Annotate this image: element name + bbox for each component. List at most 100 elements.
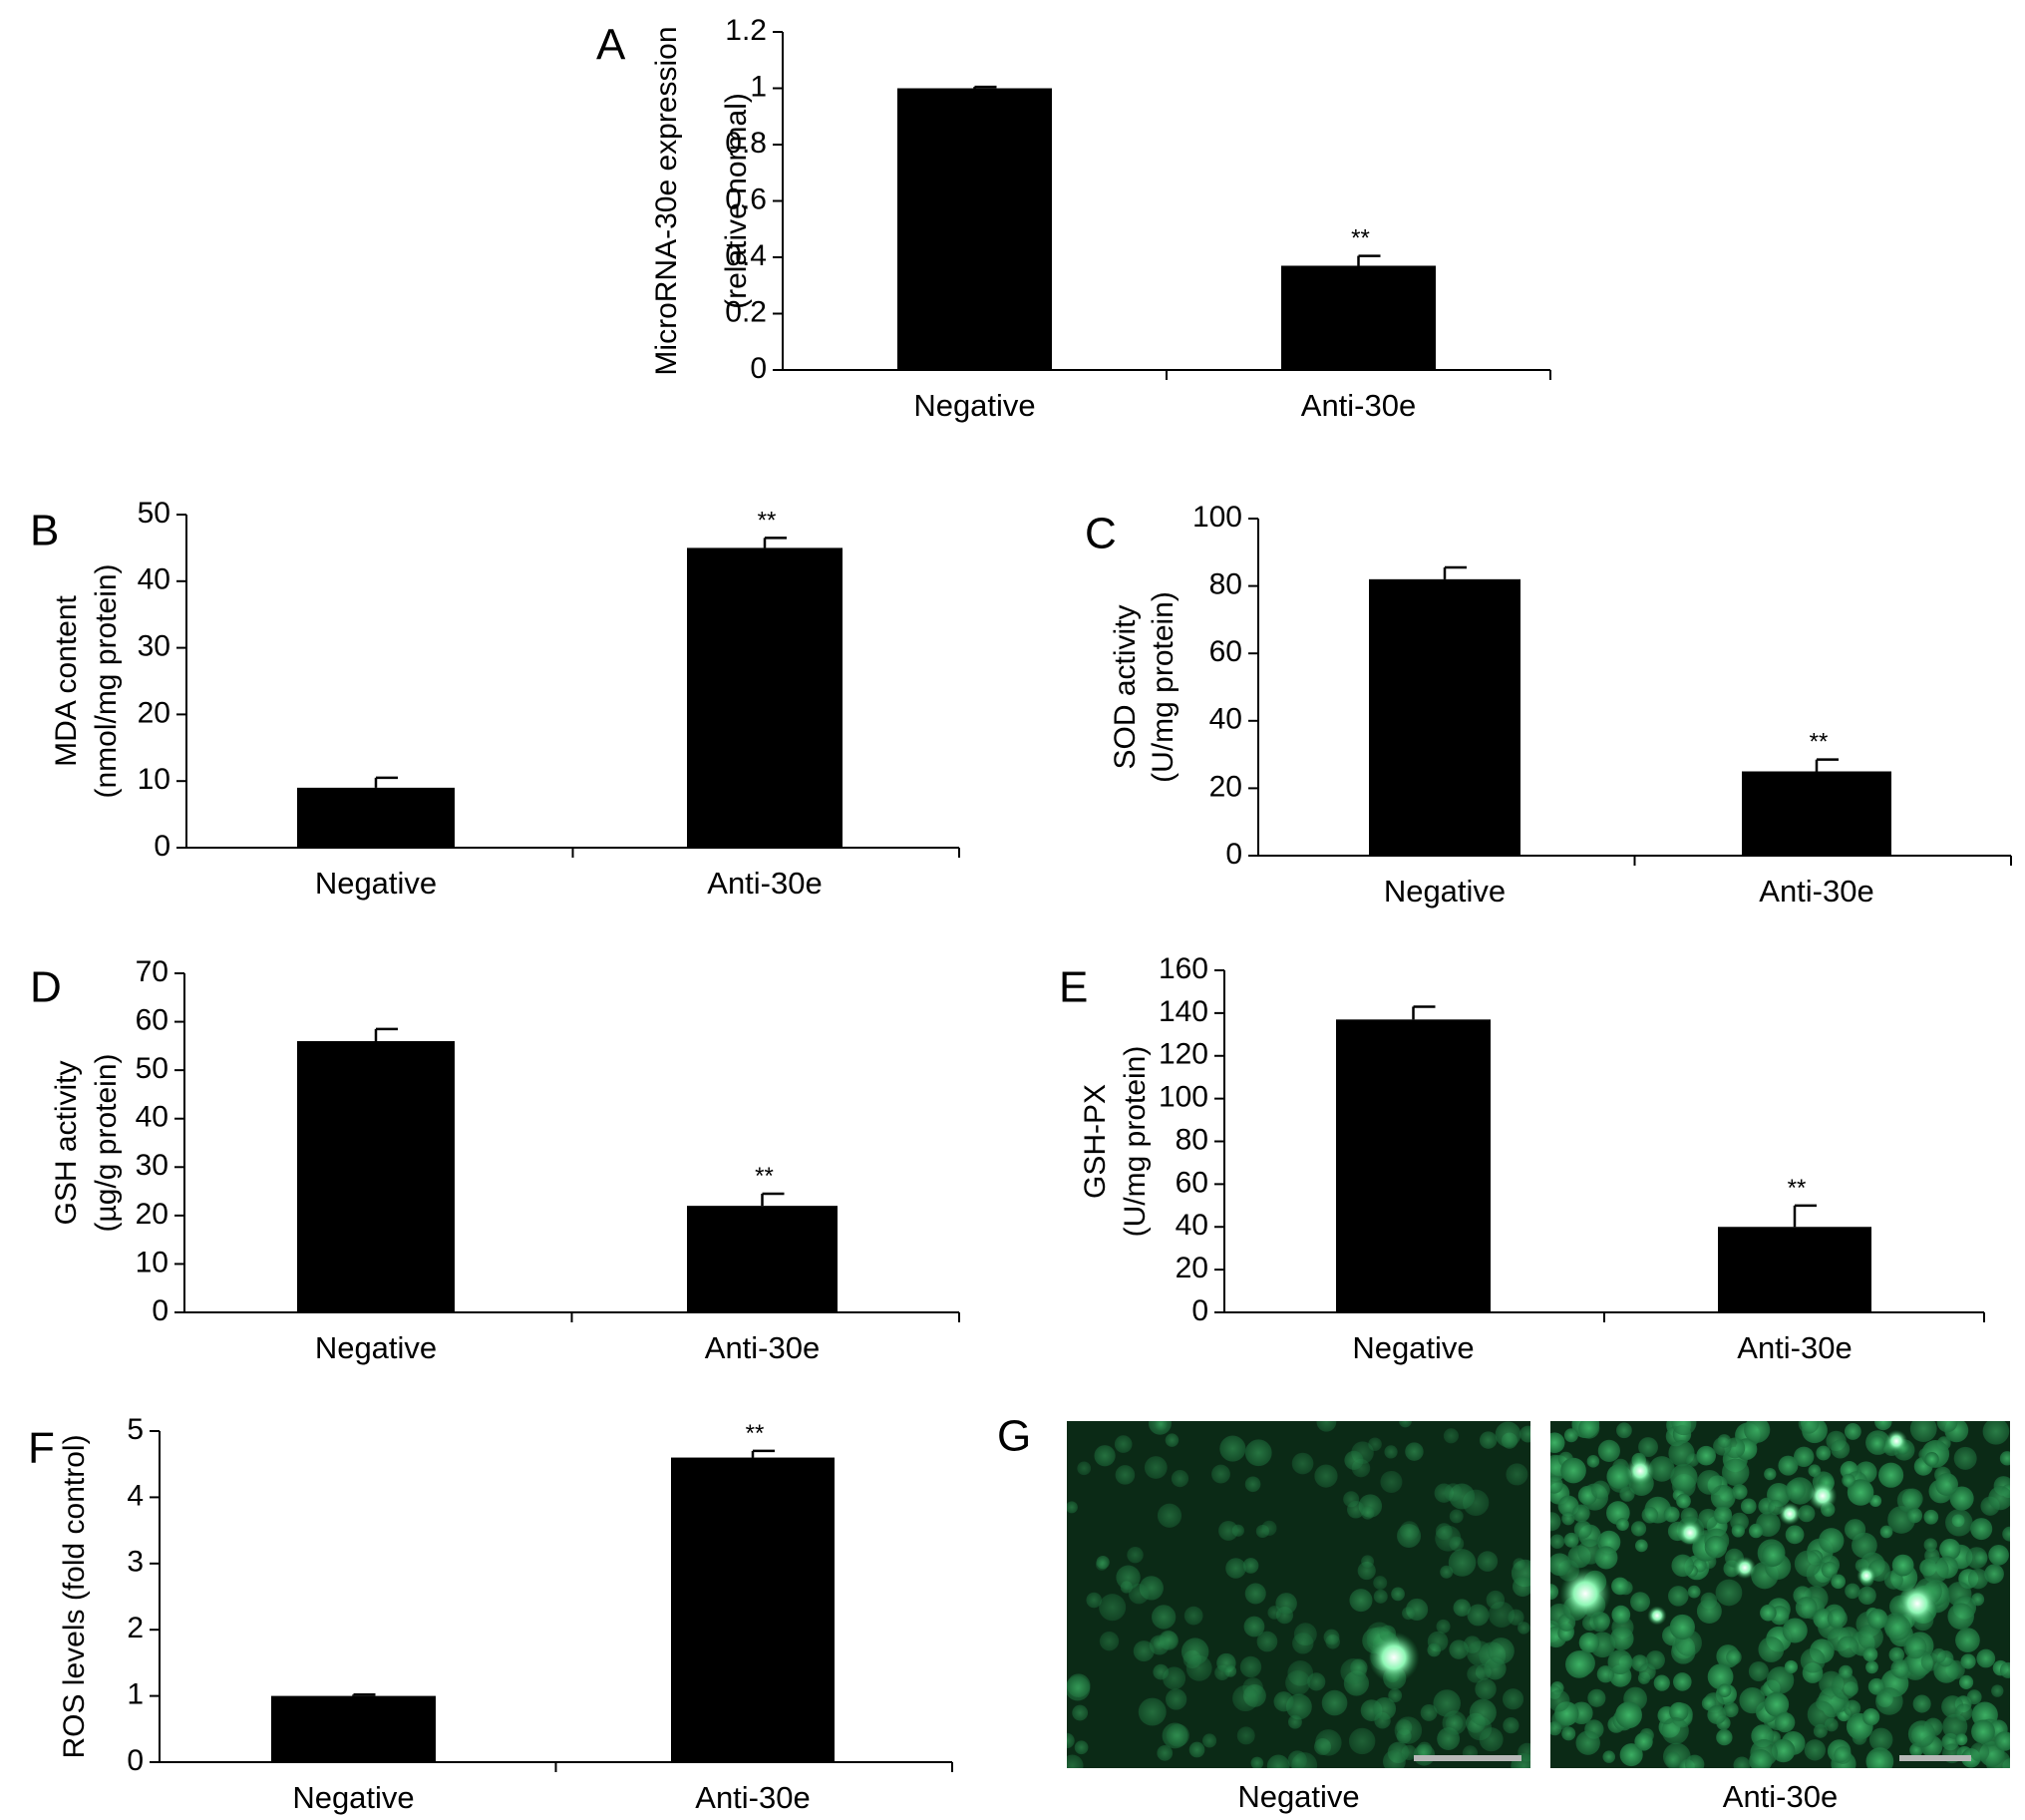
cell [1782,1618,1808,1643]
cell [1923,1509,1939,1525]
cell [1435,1523,1453,1541]
cell [1630,1521,1647,1537]
cell [1847,1479,1874,1506]
cell [1402,1607,1416,1621]
cell [1486,1590,1506,1610]
cell [1361,1506,1375,1520]
cell [1218,1520,1238,1541]
y-axis-title: SOD activity [1109,604,1142,769]
cell [1939,1538,1961,1561]
y-axis-title: MicroRNA-30e expression [650,26,683,375]
cell [1067,1675,1091,1701]
cell [1243,1616,1265,1638]
cell [1475,1678,1497,1700]
cell [1888,1646,1905,1663]
significance-marker: ** [755,1163,774,1190]
cell [1368,1437,1382,1452]
cell [1153,1663,1170,1680]
cell [1550,1553,1571,1577]
y-tick-label: 30 [136,1149,169,1182]
cell [1672,1672,1692,1691]
cell [1879,1525,1893,1539]
cell [1467,1664,1486,1683]
bright-cell [1808,1481,1838,1511]
cell [1884,1614,1911,1641]
cell [1550,1721,1562,1736]
y-tick-label: 70 [136,955,169,988]
cell [1715,1579,1743,1607]
cell [1619,1743,1643,1767]
y-axis-title: GSH activity [50,1060,83,1225]
cell [1923,1538,1937,1552]
cell [1597,1439,1620,1462]
cell [1427,1642,1442,1657]
cell [1244,1476,1261,1493]
cell [1784,1659,1799,1674]
cell [1382,1749,1406,1768]
cell [1798,1421,1820,1434]
cell [1723,1701,1739,1718]
bar-anti-30e [1281,265,1436,370]
y-axis-title: ROS levels (fold control) [58,1434,91,1758]
cell [1971,1719,1995,1744]
cell [1114,1435,1133,1453]
x-category-label: Anti-30e [1759,874,1873,909]
cell [1165,1688,1187,1710]
cell [1891,1554,1914,1577]
cell [1813,1608,1834,1630]
cell [1874,1421,1892,1431]
y-tick-label: 10 [138,763,170,796]
x-category-label: Negative [1384,874,1506,909]
significance-marker: ** [1788,1175,1807,1202]
y-tick-label: 20 [136,1198,169,1231]
y-tick-label: 100 [1192,501,1242,534]
cell [1764,1467,1777,1481]
y-tick-label: 0 [750,352,767,385]
cell [1449,1509,1464,1524]
bright-cell [1896,1583,1938,1625]
cell [1991,1684,2004,1697]
panel-letter: G [997,1412,1031,1461]
bar-negative [271,1695,436,1762]
y-tick-label: 1 [750,70,767,103]
cell [1994,1731,2010,1751]
cell [1449,1536,1465,1552]
cell [1935,1473,1958,1496]
chart-panel-e: E 0 20 40 60 80 100 120 140 160 GSH-PX (U/mg protei… [1059,952,1985,1365]
cell [1578,1632,1600,1653]
y-tick-label: 140 [1159,995,1208,1028]
cell [1966,1689,1982,1705]
cell [1921,1556,1949,1584]
cell [1698,1508,1719,1530]
x-category-label: Anti-30e [707,866,822,901]
cell [1668,1586,1689,1607]
bar-anti-30e [671,1457,835,1762]
bar-anti-30e [1742,771,1891,856]
cell [1074,1740,1089,1755]
cell [1778,1455,1799,1476]
y-tick-label: 1.2 [725,14,767,47]
cell [1739,1686,1766,1714]
cell [1611,1605,1631,1625]
y-tick-label: 0 [152,1294,169,1327]
cell [1448,1549,1477,1577]
cell [1133,1640,1155,1662]
cell [1347,1500,1365,1519]
cell [1775,1711,1796,1733]
cell [1144,1456,1168,1479]
cell [1862,1708,1880,1726]
y-tick-label: 4 [127,1479,144,1512]
cell [1606,1464,1632,1489]
y-tick-label: 5 [127,1413,144,1446]
cell [1638,1437,1658,1457]
x-category-label: Negative [913,388,1035,423]
cell [1321,1689,1348,1716]
y-tick-label: 20 [1209,770,1242,803]
cell [1292,1633,1314,1654]
bar-anti-30e [687,1206,838,1312]
cell [1602,1750,1616,1763]
cell [1316,1421,1337,1432]
cell [1868,1727,1893,1752]
cell [1766,1666,1795,1694]
cell [1827,1608,1848,1629]
